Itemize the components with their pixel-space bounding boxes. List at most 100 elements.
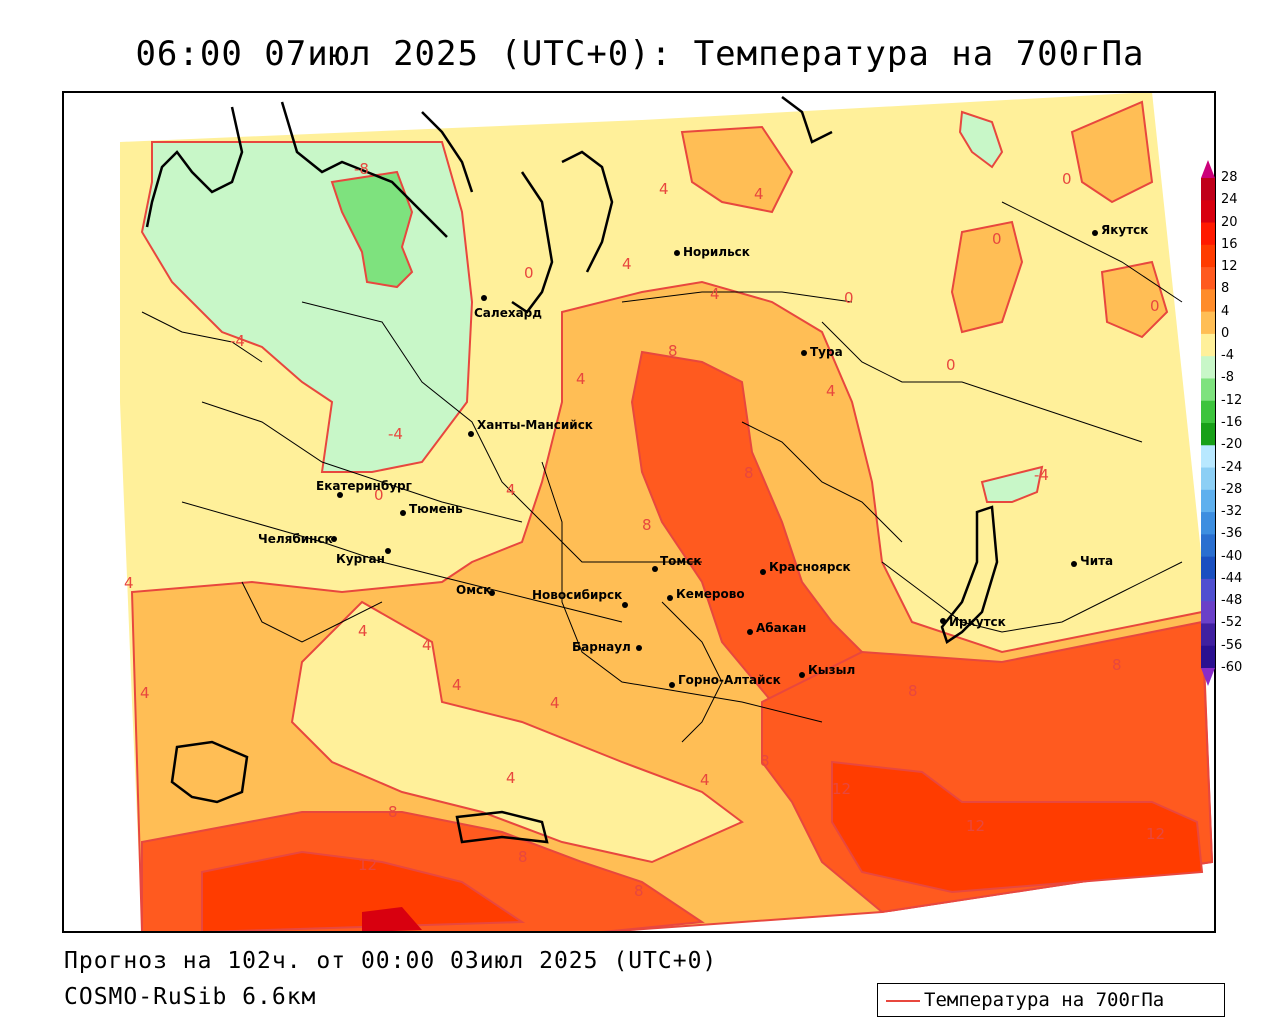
city-norilsk: Норильск [674,245,750,259]
scale-tick-label: 28 [1221,170,1238,185]
svg-text:Абакан: Абакан [756,621,806,635]
scale-tick-label: 8 [1221,281,1230,297]
city-khanty-mansiysk: Ханты-Мансийск [468,418,593,437]
isotherm-label: 8 [668,342,678,360]
warm-blob-east1 [950,220,1024,334]
svg-text:Салехард: Салехард [474,306,542,320]
city-tomsk: Томск [652,554,702,572]
svg-text:Ханты-Мансийск: Ханты-Мансийск [477,418,593,432]
city-kurgan: Курган [336,548,391,566]
scale-band [1201,445,1215,469]
scale-band [1201,311,1215,335]
svg-text:Чита: Чита [1080,554,1113,568]
isotherm-label: 4 [422,636,432,654]
city-irkutsk: Иркутск [940,615,1006,629]
svg-text:Норильск: Норильск [683,245,750,259]
isotherm-label: 0 [1150,297,1160,315]
isotherm-label: 12 [358,856,377,874]
coastlines [145,96,999,844]
scale-tick-label: -44 [1221,570,1243,586]
isotherm-label: -4 [230,332,245,350]
isotherm-label: 8 [908,682,918,700]
scale-band [1201,378,1215,402]
scale-band [1201,578,1215,602]
isotherm-label: 4 [700,771,710,789]
cool-pocket [290,600,744,864]
forecast-info: Прогноз на 102ч. от 00:00 03июл 2025 (UT… [64,948,718,974]
hot-region-12-west [201,850,526,931]
hot-region-12-east [831,760,1204,894]
city-kyzyl: Кызыл [799,663,855,678]
isotherm-label: 4 [622,255,632,273]
scale-tick-label: -32 [1221,504,1243,520]
legend-line-swatch [886,1000,920,1002]
isotherm-label: 8 [760,752,770,770]
isotherm-label: 4 [826,382,836,400]
city-novosibirsk: Новосибирск [532,588,628,608]
isotherm-label: 4 [124,574,134,592]
isotherm-label: 0 [992,230,1002,248]
scale-band [1201,400,1215,424]
isotherm-labels: -8 -4 -4 0 0 0 0 0 0 0 -4 4 4 4 4 4 4 4 … [124,160,1165,900]
city-chita: Чита [1071,554,1113,568]
isotherm-label: 12 [966,817,985,835]
model-name: COSMO-RuSib 6.6км [64,984,317,1010]
city-gorno-altaysk: Горно-Алтайск [669,673,781,688]
scale-tick-label: -12 [1221,392,1243,408]
city-abakan: Абакан [747,621,806,635]
cold-region-north [958,110,1004,169]
scale-tick-label: 0 [1221,325,1230,341]
svg-text:Якутск: Якутск [1101,223,1148,237]
isotherm-label: 4 [506,769,516,787]
isotherm-label: 4 [576,370,586,388]
svg-text:Барнаул: Барнаул [572,640,631,654]
scale-band [1201,200,1215,224]
isotherm-label: 4 [506,481,516,499]
scale-band [1201,267,1215,290]
scale-band [1201,423,1215,446]
svg-text:Тура: Тура [810,345,843,359]
svg-text:Челябинск: Челябинск [258,532,333,546]
scale-tick-label: -40 [1221,548,1243,564]
svg-text:Тюмень: Тюмень [409,502,463,516]
svg-text:Курган: Курган [336,552,385,566]
svg-text:Томск: Томск [660,554,702,568]
isotherm-label: 0 [1062,170,1072,188]
scale-top-arrow [1201,160,1215,178]
isotherm-label: 4 [358,622,368,640]
scale-band [1201,601,1215,624]
scale-band [1201,645,1215,669]
legend-label: Температура на 700гПа [924,989,1165,1011]
hot-region-16 [362,907,422,931]
isotherm-label: 4 [754,185,764,203]
warm-blob-north [680,125,794,214]
map-panel[interactable]: -8 -4 -4 0 0 0 0 0 0 0 -4 4 4 4 4 4 4 4 … [62,91,1216,933]
isotherm-label: 12 [832,780,851,798]
isotherm-label: 4 [452,676,462,694]
scale-tick-label: 24 [1221,192,1238,208]
scale-tick-label: 20 [1221,214,1238,230]
svg-text:Кызыл: Кызыл [808,663,855,677]
isotherm-label: 4 [140,684,150,702]
isotherm-label: 8 [388,803,398,821]
color-scale [1201,160,1215,686]
scale-tick-label: 16 [1221,236,1238,252]
city-ekaterinburg: Екатеринбург [316,479,412,498]
scale-tick-label: -28 [1221,481,1243,497]
scale-tick-label: 12 [1221,259,1238,275]
city-salekhard: Салехард [474,295,542,320]
scale-band [1201,222,1215,246]
legend: Температура на 700гПа [877,983,1225,1017]
isotherm-label: 0 [374,486,384,504]
scale-tick-label: 4 [1221,303,1230,319]
city-markers: Норильск Салехард Тура Якутск Ханты-Манс… [258,223,1148,688]
city-omsk: Омск [456,583,495,597]
scale-tick-label: -48 [1221,593,1243,609]
isotherm-label: 8 [642,516,652,534]
isotherm-label: 8 [744,464,754,482]
scale-band [1201,512,1215,535]
admin-boundaries [141,201,1183,743]
warm-blob-east3 [1070,100,1154,204]
isotherm-label: 4 [659,180,669,198]
isotherm-label: 8 [634,882,644,900]
